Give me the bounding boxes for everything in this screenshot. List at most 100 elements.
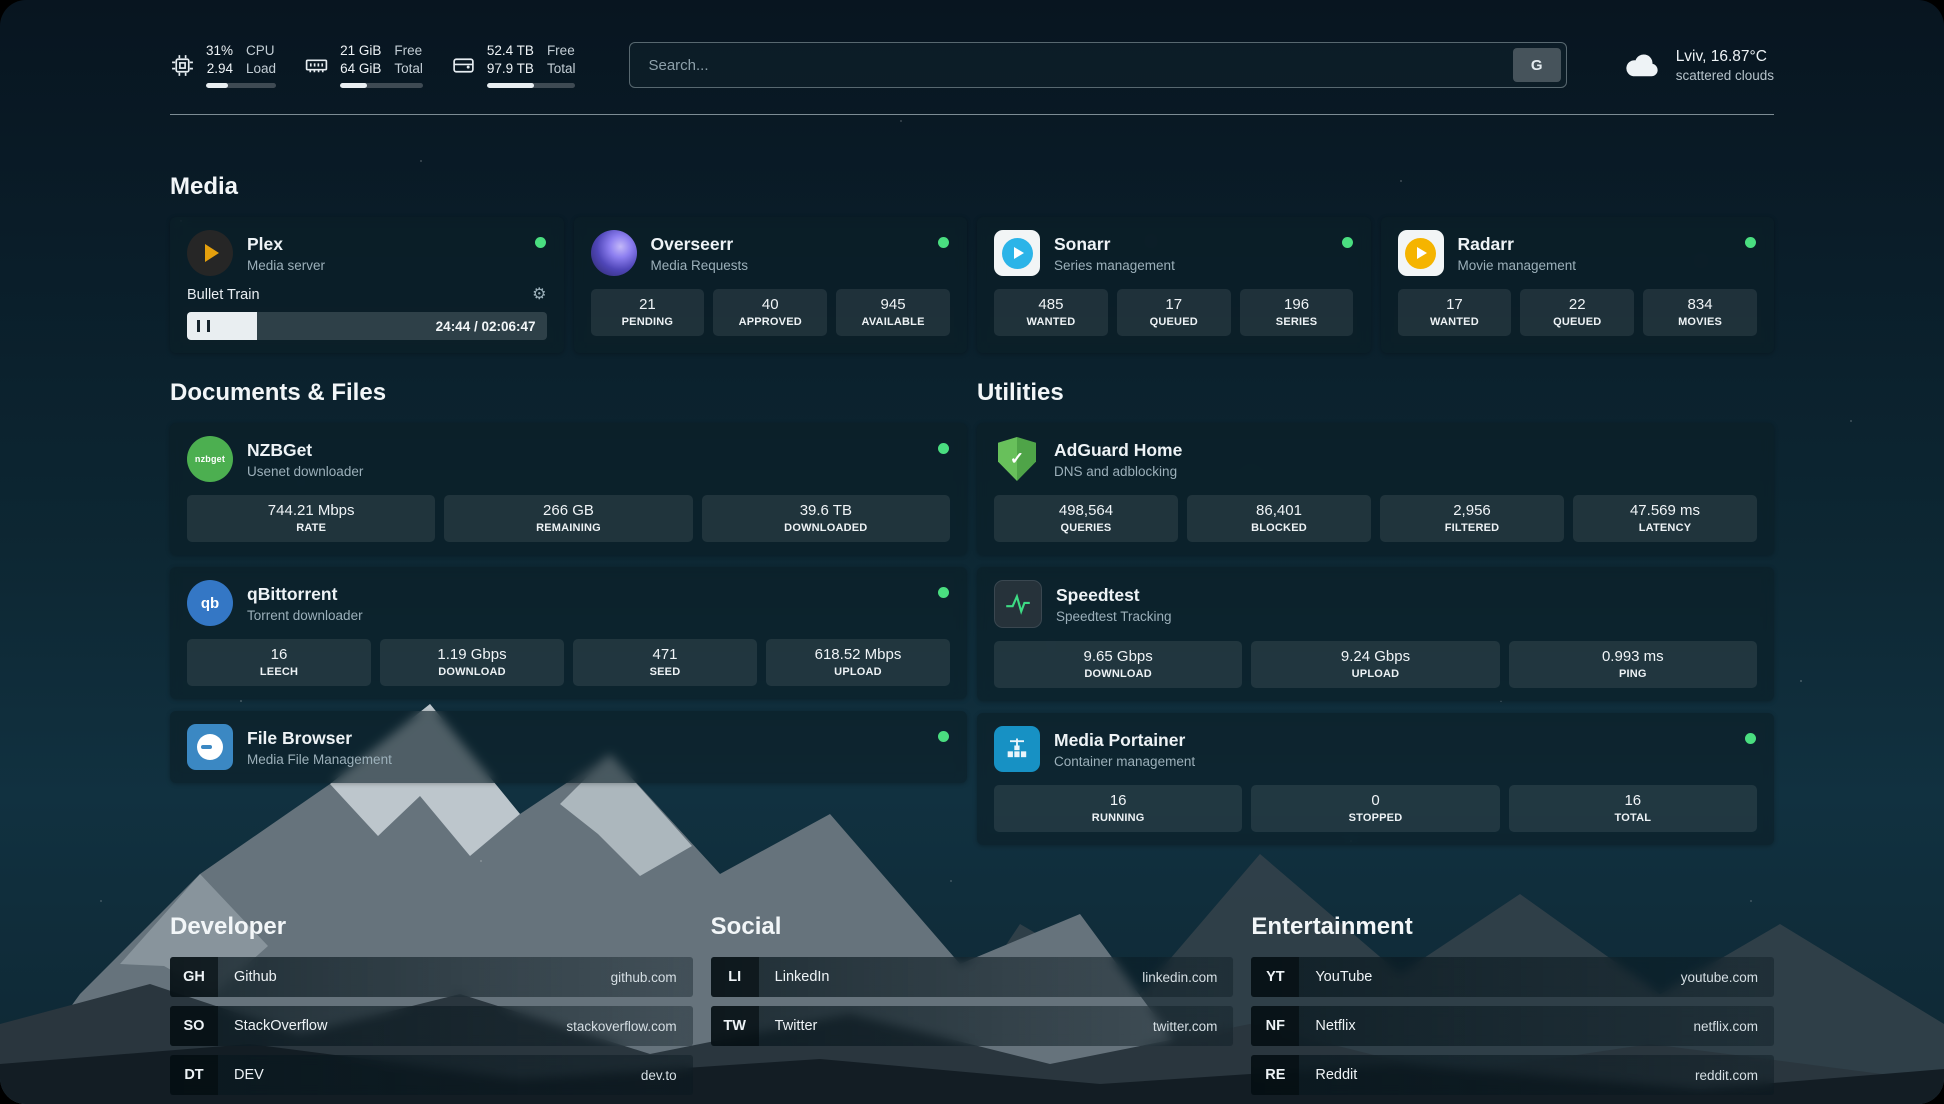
service-card-filebrowser[interactable]: File Browser Media File Management xyxy=(170,711,967,783)
bookmark-stackoverflow[interactable]: SO StackOverflow stackoverflow.com xyxy=(170,1006,693,1046)
stat-tile: 0.993 ms PING xyxy=(1508,641,1757,688)
disk-progress-bar xyxy=(486,82,576,88)
disk-free-value: 52.4 TB xyxy=(486,43,534,59)
memory-free-value: 21 GiB xyxy=(340,43,382,59)
bookmarks-row: Developer GH Github github.com SO StackO… xyxy=(170,913,1775,1104)
service-name: File Browser xyxy=(247,727,353,748)
service-description: Media Requests xyxy=(650,257,749,273)
disk-total-value: 97.9 TB xyxy=(486,61,534,76)
status-dot xyxy=(1745,237,1756,248)
top-bar: 31% CPU 2.94 Load 21 GiB Free xyxy=(170,0,1774,88)
status-dot xyxy=(938,443,949,454)
service-description: Usenet downloader xyxy=(247,463,364,479)
cpu-usage-value: 31% xyxy=(206,43,234,59)
service-card-qbittorrent[interactable]: qb qBittorrent Torrent downloader 16 LEEC… xyxy=(170,567,967,699)
memory-widget: 21 GiB Free 64 GiB Total xyxy=(304,42,423,88)
stat-tile: 0 STOPPED xyxy=(1251,785,1500,832)
cpu-icon xyxy=(172,54,193,76)
stat-tile: 9.65 Gbps DOWNLOAD xyxy=(994,641,1243,688)
bookmark-linkedin[interactable]: LI LinkedIn linkedin.com xyxy=(710,957,1234,997)
settings-gear-icon[interactable] xyxy=(532,287,546,303)
stat-tile: 196 SERIES xyxy=(1239,289,1354,336)
memory-total-label: Total xyxy=(394,61,423,76)
status-dot xyxy=(534,237,546,248)
service-card-plex[interactable]: Plex Media server Bullet Train 24:44 / 0… xyxy=(170,217,564,353)
status-dot xyxy=(938,731,949,742)
bookmark-group-title: Entertainment xyxy=(1251,913,1413,940)
header-divider xyxy=(170,114,1774,115)
bookmark-group-developer: Developer GH Github github.com SO StackO… xyxy=(170,913,693,1104)
plex-icon xyxy=(187,230,233,276)
service-card-nzbget[interactable]: nzbget NZBGet Usenet downloader 744.21 M… xyxy=(170,423,967,555)
service-name: Speedtest xyxy=(1056,584,1140,605)
qbittorrent-icon: qb xyxy=(187,580,233,626)
memory-progress-bar xyxy=(340,82,423,88)
bookmark-netflix[interactable]: NF Netflix netflix.com xyxy=(1251,1006,1775,1046)
weather-condition: scattered clouds xyxy=(1675,67,1774,83)
stat-tile: 498,564 QUERIES xyxy=(994,495,1178,542)
service-card-portainer[interactable]: Media Portainer Container management 16 R… xyxy=(977,713,1774,845)
stat-tile: 9.24 Gbps UPLOAD xyxy=(1251,641,1500,688)
utilities-column: Utilities AdGuard Home DNS and adblockin… xyxy=(977,353,1774,857)
stat-tile: 22 QUEUED xyxy=(1520,289,1635,336)
filebrowser-icon xyxy=(187,724,233,770)
pause-icon[interactable] xyxy=(197,320,210,332)
service-description: Media server xyxy=(247,257,326,273)
status-dot xyxy=(1341,237,1353,248)
service-card-adguard[interactable]: AdGuard Home DNS and adblocking 498,564Q… xyxy=(977,423,1774,555)
stat-tile: 834 MOVIES xyxy=(1643,289,1757,336)
disk-free-label: Free xyxy=(546,43,575,59)
bookmark-github[interactable]: GH Github github.com xyxy=(170,957,693,997)
cpu-load-value: 2.94 xyxy=(206,61,234,76)
service-description: Series management xyxy=(1054,257,1175,273)
bookmark-dev[interactable]: DT DEV dev.to xyxy=(170,1055,693,1095)
service-card-radarr[interactable]: Radarr Movie management 17 WANTED 22 QUEUE… xyxy=(1380,217,1774,353)
status-dot xyxy=(938,237,949,248)
stat-tile: 266 GB REMAINING xyxy=(444,495,693,542)
cpu-widget: 31% CPU 2.94 Load xyxy=(170,42,277,88)
stat-tile: 17 QUEUED xyxy=(1116,289,1231,336)
service-name: AdGuard Home xyxy=(1054,439,1183,460)
portainer-icon xyxy=(994,726,1040,772)
stat-tile: 618.52 Mbps UPLOAD xyxy=(766,639,950,686)
stat-tile: 2,956 FILTERED xyxy=(1380,495,1564,542)
search-provider-button[interactable]: G xyxy=(1512,48,1561,82)
plex-player-bar[interactable]: 24:44 / 02:06:47 xyxy=(187,312,547,340)
stat-tile: 39.6 TB DOWNLOADED xyxy=(701,495,950,542)
service-name: qBittorrent xyxy=(247,583,338,604)
weather-widget[interactable]: Lviv, 16.87°C scattered clouds xyxy=(1621,48,1774,83)
service-description: Speedtest Tracking xyxy=(1056,608,1172,624)
bookmark-reddit[interactable]: RE Reddit reddit.com xyxy=(1251,1055,1775,1095)
search-input[interactable] xyxy=(646,55,1513,75)
service-description: Movie management xyxy=(1457,257,1577,273)
service-name: NZBGet xyxy=(247,439,313,460)
stat-tile: 86,401 BLOCKED xyxy=(1187,495,1371,542)
overseerr-icon xyxy=(590,230,637,276)
memory-total-value: 64 GiB xyxy=(340,61,382,76)
service-card-overseerr[interactable]: Overseerr Media Requests 21 PENDING 40 APP… xyxy=(573,217,967,353)
stat-tile: 744.21 Mbps RATE xyxy=(187,495,436,542)
cpu-progress-bar xyxy=(206,82,277,88)
stat-tile: 945 AVAILABLE xyxy=(836,289,950,336)
status-dot xyxy=(1745,733,1756,744)
stat-tile: 471 SEED xyxy=(573,639,757,686)
service-card-speedtest[interactable]: Speedtest Speedtest Tracking 9.65 Gbps DO… xyxy=(977,567,1774,701)
stat-tile: 47.569 ms LATENCY xyxy=(1573,495,1757,542)
section-title-utilities: Utilities xyxy=(977,379,1064,406)
stat-tile: 16 TOTAL xyxy=(1508,785,1757,832)
weather-location: Lviv, 16.87°C xyxy=(1675,47,1767,65)
bookmark-group-social: Social LI LinkedIn linkedin.com TW Twitt… xyxy=(710,913,1234,1104)
cpu-load-label: Load xyxy=(246,61,277,76)
stat-tile: 16 LEECH xyxy=(187,639,371,686)
section-title-documents: Documents & Files xyxy=(170,379,387,406)
bookmark-youtube[interactable]: YT YouTube youtube.com xyxy=(1251,957,1775,997)
documents-column: Documents & Files nzbget NZBGet Usenet d… xyxy=(170,353,967,795)
bookmark-twitter[interactable]: TW Twitter twitter.com xyxy=(710,1006,1234,1046)
sonarr-icon xyxy=(994,230,1040,276)
disk-total-label: Total xyxy=(546,61,576,76)
service-description: DNS and adblocking xyxy=(1054,463,1178,479)
disk-icon xyxy=(453,57,474,73)
service-card-sonarr[interactable]: Sonarr Series management 485 WANTED 17 QUE… xyxy=(977,217,1371,353)
now-playing-title: Bullet Train xyxy=(187,287,260,303)
